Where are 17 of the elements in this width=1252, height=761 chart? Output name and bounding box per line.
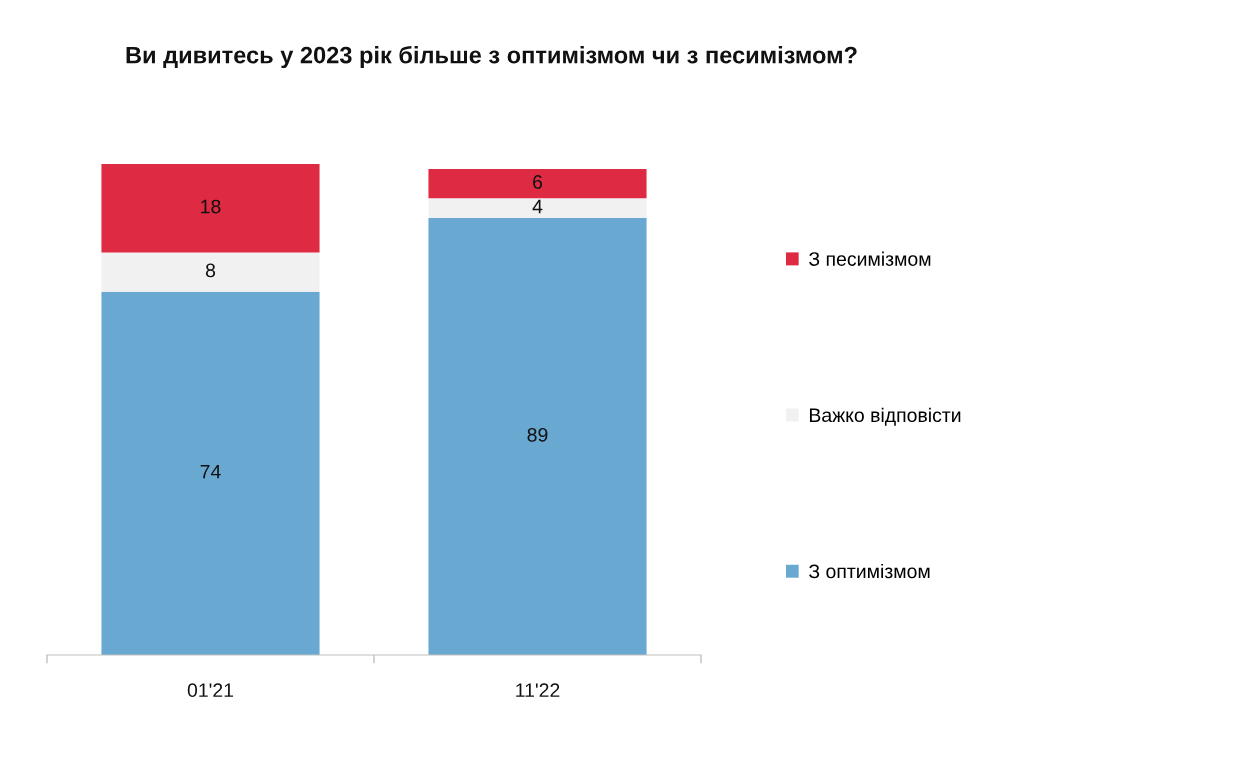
- chart-title: Ви дивитесь у 2023 рік більше з оптимізмом чи з песимізмом?: [126, 45, 857, 69]
- legend-label: З песимізмом: [809, 251, 931, 266]
- data-label: 74: [200, 464, 221, 479]
- bar: [101, 252, 320, 292]
- bar: [101, 164, 320, 253]
- data-label: 8: [205, 263, 216, 278]
- legend-label: Важко відповісти: [809, 407, 961, 426]
- data-label: 18: [201, 199, 221, 214]
- data-label: 6: [533, 175, 543, 189]
- bar: [101, 291, 320, 655]
- bar: [428, 198, 647, 219]
- legend-label: З оптимізмом: [809, 563, 930, 579]
- bar: [428, 168, 647, 199]
- x-tick-label: 01'21: [187, 683, 234, 698]
- data-label: 4: [532, 199, 543, 214]
- x-tick-label: 11'22: [516, 683, 560, 697]
- data-label: 89: [527, 427, 548, 442]
